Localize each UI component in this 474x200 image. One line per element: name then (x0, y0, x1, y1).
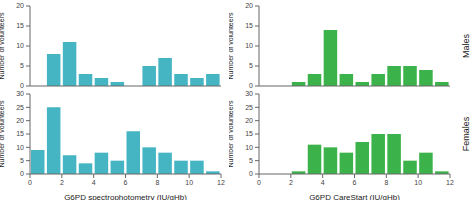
svg-text:12: 12 (217, 179, 225, 186)
svg-text:0: 0 (20, 170, 24, 177)
svg-text:G6PD CareStart (IU/gHb): G6PD CareStart (IU/gHb) (309, 193, 400, 200)
svg-text:30: 30 (245, 90, 253, 97)
svg-text:8: 8 (155, 179, 159, 186)
svg-text:4: 4 (92, 179, 96, 186)
svg-text:2: 2 (60, 179, 64, 186)
svg-text:15: 15 (16, 22, 24, 29)
svg-text:10: 10 (16, 42, 24, 49)
svg-text:10: 10 (185, 179, 193, 186)
svg-text:30: 30 (16, 90, 24, 97)
svg-text:5: 5 (249, 157, 253, 164)
svg-text:0: 0 (257, 179, 261, 186)
svg-text:15: 15 (245, 130, 253, 137)
svg-text:0: 0 (249, 170, 253, 177)
svg-text:6: 6 (353, 179, 357, 186)
svg-text:0: 0 (249, 82, 253, 89)
svg-text:5: 5 (20, 62, 24, 69)
svg-text:20: 20 (245, 117, 253, 124)
svg-text:Females: Females (461, 116, 466, 151)
svg-text:2: 2 (289, 179, 293, 186)
svg-text:10: 10 (245, 42, 253, 49)
svg-text:20: 20 (245, 2, 253, 9)
svg-text:20: 20 (16, 2, 24, 9)
svg-text:12: 12 (446, 179, 454, 186)
svg-text:6: 6 (124, 179, 128, 186)
svg-text:Males: Males (461, 34, 466, 59)
svg-text:15: 15 (245, 22, 253, 29)
svg-text:8: 8 (384, 179, 388, 186)
svg-text:10: 10 (16, 144, 24, 151)
svg-text:20: 20 (16, 117, 24, 124)
svg-text:10: 10 (245, 144, 253, 151)
svg-text:25: 25 (245, 104, 253, 111)
svg-text:G6PD spectrophotometry (IU/gHb: G6PD spectrophotometry (IU/gHb) (64, 193, 187, 200)
svg-text:4: 4 (321, 179, 325, 186)
svg-text:15: 15 (16, 130, 24, 137)
svg-text:5: 5 (249, 62, 253, 69)
svg-text:25: 25 (16, 104, 24, 111)
svg-text:0: 0 (20, 82, 24, 89)
svg-text:5: 5 (20, 157, 24, 164)
svg-text:Number of volunteers: Number of volunteers (229, 100, 234, 167)
svg-text:10: 10 (414, 179, 422, 186)
svg-text:0: 0 (28, 179, 32, 186)
svg-text:Number of volunteers: Number of volunteers (229, 12, 234, 79)
